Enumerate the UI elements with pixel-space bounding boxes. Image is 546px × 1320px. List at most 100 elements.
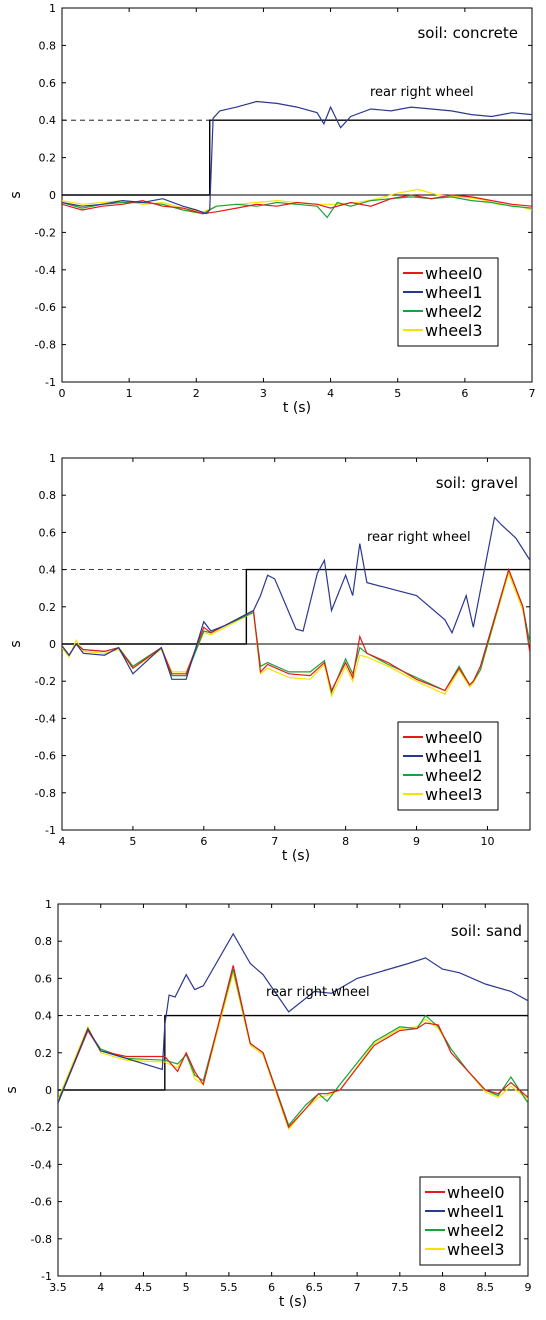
x-tick-label: 9 [525, 1281, 532, 1294]
x-tick-label: 6 [268, 1281, 275, 1294]
y-tick-label: 0.8 [35, 935, 53, 948]
x-tick-label: 8.5 [477, 1281, 495, 1294]
y-tick-label: -0.4 [35, 712, 56, 725]
x-tick-label: 4 [97, 1281, 104, 1294]
soil-annotation: soil: sand [451, 922, 522, 940]
y-tick-label: 0.4 [35, 1010, 53, 1023]
y-tick-label: -0.6 [35, 301, 56, 314]
y-tick-label: -0.2 [31, 1121, 52, 1134]
series-line-wheel1 [62, 516, 530, 680]
soil-annotation: soil: gravel [436, 474, 518, 492]
series-line-wheel0 [62, 194, 532, 215]
reference-step-line [62, 568, 530, 645]
x-tick-label: 5.5 [220, 1281, 238, 1294]
legend-label: wheel0 [425, 728, 483, 747]
y-axis-label: s [8, 191, 24, 198]
y-tick-label: 0.4 [39, 114, 57, 127]
y-tick-label: 0.6 [39, 526, 57, 539]
x-tick-label: 0 [59, 387, 66, 400]
legend-label: wheel0 [447, 1183, 505, 1202]
legend-label: wheel3 [425, 785, 483, 804]
y-tick-label: 1 [49, 452, 56, 465]
x-tick-label: 2 [193, 387, 200, 400]
x-tick-label: 9 [413, 835, 420, 848]
x-tick-label: 3 [260, 387, 267, 400]
series-line-wheel0 [62, 567, 530, 693]
y-tick-label: -0.2 [35, 675, 56, 688]
x-tick-label: 6 [461, 387, 468, 400]
legend-label: wheel1 [425, 747, 483, 766]
x-tick-label: 7 [271, 835, 278, 848]
chart-panel-1: 1 0.8 0.6 0.4 0.2 0 -0.2 -0.4 -0.6 -0.8 -14 5 6 7 8 9 10… [8, 452, 531, 864]
y-tick-label: 0.6 [35, 972, 53, 985]
x-axis-label: t (s) [283, 400, 311, 416]
series-line-wheel0 [58, 965, 528, 1129]
y-tick-label: 0.8 [39, 39, 57, 52]
y-tick-label: 0.2 [39, 152, 57, 165]
x-tick-label: 4 [59, 835, 66, 848]
y-tick-label: 0 [49, 638, 56, 651]
y-tick-label: -0.8 [35, 787, 56, 800]
legend-label: wheel2 [425, 302, 483, 321]
x-tick-label: 5 [394, 387, 401, 400]
x-tick-label: 6 [200, 835, 207, 848]
y-tick-label: -0.2 [35, 226, 56, 239]
rear-right-wheel-annotation: rear right wheel [266, 985, 370, 1000]
series-line-wheel2 [58, 968, 528, 1127]
series-line-wheel1 [58, 932, 528, 1104]
series-line-wheel1 [62, 100, 532, 215]
x-tick-label: 1 [126, 387, 133, 400]
y-tick-label: 0 [45, 1084, 52, 1097]
legend-label: wheel2 [425, 766, 483, 785]
x-tick-label: 6.5 [306, 1281, 324, 1294]
y-tick-label: -1 [41, 1270, 52, 1283]
rear-right-wheel-annotation: rear right wheel [367, 530, 471, 545]
x-tick-label: 10 [480, 835, 494, 848]
x-tick-label: 8 [342, 835, 349, 848]
y-tick-label: 1 [45, 898, 52, 911]
y-tick-label: -0.6 [31, 1196, 52, 1209]
y-tick-label: -0.8 [35, 339, 56, 352]
x-tick-label: 7 [354, 1281, 361, 1294]
legend-label: wheel0 [425, 264, 483, 283]
y-axis-label: s [8, 640, 24, 647]
y-axis-label: s [4, 1086, 20, 1093]
y-tick-label: 1 [49, 2, 56, 15]
reference-step-line [58, 1014, 528, 1091]
x-axis-label: t (s) [282, 848, 310, 864]
y-tick-label: 0.2 [39, 601, 57, 614]
x-tick-label: 7 [529, 387, 536, 400]
x-tick-label: 3.5 [49, 1281, 67, 1294]
legend-label: wheel3 [425, 321, 483, 340]
y-tick-label: 0.6 [39, 77, 57, 90]
x-tick-label: 5 [183, 1281, 190, 1294]
rear-right-wheel-annotation: rear right wheel [370, 85, 474, 100]
y-tick-label: 0.4 [39, 564, 57, 577]
y-tick-label: -1 [45, 824, 56, 837]
series-line-wheel2 [62, 196, 532, 219]
x-tick-label: 4.5 [135, 1281, 153, 1294]
legend-label: wheel2 [447, 1221, 505, 1240]
y-tick-label: -1 [45, 376, 56, 389]
x-axis-label: t (s) [279, 1294, 307, 1310]
x-tick-label: 7.5 [391, 1281, 409, 1294]
x-tick-label: 4 [327, 387, 334, 400]
series-line-wheel3 [62, 188, 532, 213]
legend-label: wheel3 [447, 1240, 505, 1259]
y-tick-label: -0.8 [31, 1233, 52, 1246]
y-tick-label: 0 [49, 189, 56, 202]
y-tick-label: 0.2 [35, 1047, 53, 1060]
legend-label: wheel1 [425, 283, 483, 302]
soil-annotation: soil: concrete [417, 24, 518, 42]
chart-panel-0: 10.80.60.40.20-0.2-0.4-0.6-0.8-10 1 2 3 4 5 6 7… [8, 2, 536, 416]
y-tick-label: -0.6 [35, 750, 56, 763]
chart-panel-2: 1 0.8 0.6 0.4 0.2 0 -0.2 -0.4 -0.6 -0.8 -13.5 4 4.5 5… [4, 898, 532, 1310]
y-tick-label: -0.4 [31, 1158, 52, 1171]
series-line-wheel3 [62, 571, 530, 698]
y-tick-label: -0.4 [35, 264, 56, 277]
x-tick-label: 8 [439, 1281, 446, 1294]
